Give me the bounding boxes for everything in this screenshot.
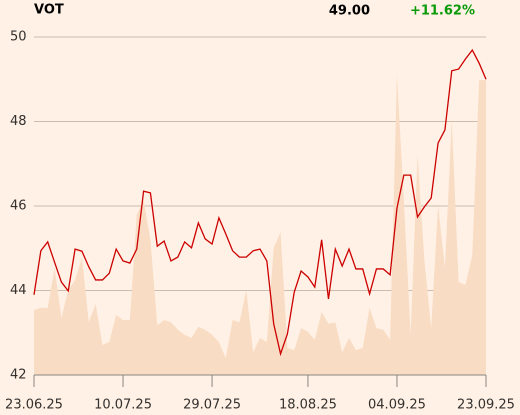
- x-tick-label: 23.06.25: [5, 398, 63, 413]
- price-change: +11.62%: [410, 4, 475, 19]
- y-tick-label: 46: [10, 199, 27, 214]
- y-tick-label: 48: [10, 114, 27, 129]
- y-tick-label: 42: [10, 368, 27, 383]
- x-tick-label: 18.08.25: [279, 398, 337, 413]
- last-price: 49.00: [329, 4, 370, 19]
- y-tick-label: 50: [10, 30, 27, 45]
- x-tick-label: 04.09.25: [368, 398, 426, 413]
- x-tick-label: 10.07.25: [94, 398, 152, 413]
- x-tick-label: 29.07.25: [183, 398, 241, 413]
- price-line: [33, 48, 487, 357]
- ticker: VOT: [34, 3, 64, 18]
- y-tick-label: 44: [10, 283, 27, 298]
- volume-area: [34, 75, 486, 376]
- x-tick-label: 23.09.25: [457, 398, 515, 413]
